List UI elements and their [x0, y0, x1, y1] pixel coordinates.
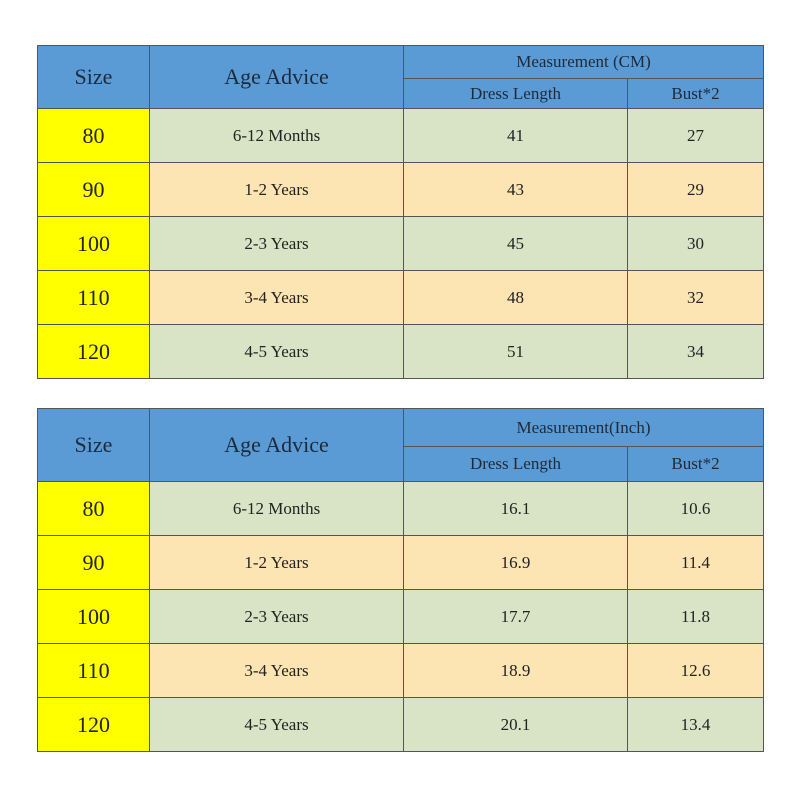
- cell-length: 48: [403, 270, 628, 325]
- cell-age: 1-2 Years: [149, 162, 404, 217]
- cell-size: 90: [37, 535, 150, 590]
- cell-age: 3-4 Years: [149, 643, 404, 698]
- header-bust: Bust*2: [627, 78, 764, 109]
- cell-age: 4-5 Years: [149, 324, 404, 379]
- cell-age: 6-12 Months: [149, 481, 404, 536]
- cell-length: 43: [403, 162, 628, 217]
- cell-bust: 27: [627, 108, 764, 163]
- cell-size: 90: [37, 162, 150, 217]
- header-size: Size: [37, 408, 150, 482]
- cell-bust: 11.8: [627, 589, 764, 644]
- cell-length: 41: [403, 108, 628, 163]
- cell-size: 80: [37, 481, 150, 536]
- cell-size: 100: [37, 216, 150, 271]
- cell-bust: 34: [627, 324, 764, 379]
- header-length: Dress Length: [403, 446, 628, 482]
- cell-age: 3-4 Years: [149, 270, 404, 325]
- cell-size: 80: [37, 108, 150, 163]
- cell-bust: 30: [627, 216, 764, 271]
- header-size: Size: [37, 45, 150, 109]
- cell-age: 2-3 Years: [149, 216, 404, 271]
- cell-length: 51: [403, 324, 628, 379]
- header-length: Dress Length: [403, 78, 628, 109]
- cell-age: 2-3 Years: [149, 589, 404, 644]
- cell-length: 45: [403, 216, 628, 271]
- cell-length: 16.1: [403, 481, 628, 536]
- header-age: Age Advice: [149, 45, 404, 109]
- cell-bust: 10.6: [627, 481, 764, 536]
- cell-bust: 32: [627, 270, 764, 325]
- header-bust: Bust*2: [627, 446, 764, 482]
- header-age: Age Advice: [149, 408, 404, 482]
- cell-length: 18.9: [403, 643, 628, 698]
- cell-size: 110: [37, 643, 150, 698]
- cell-length: 20.1: [403, 697, 628, 752]
- cell-size: 100: [37, 589, 150, 644]
- cell-bust: 11.4: [627, 535, 764, 590]
- cell-bust: 29: [627, 162, 764, 217]
- cell-size: 120: [37, 324, 150, 379]
- cell-age: 6-12 Months: [149, 108, 404, 163]
- cell-length: 16.9: [403, 535, 628, 590]
- cell-size: 110: [37, 270, 150, 325]
- cell-size: 120: [37, 697, 150, 752]
- cell-bust: 12.6: [627, 643, 764, 698]
- header-measurement: Measurement (CM): [403, 45, 764, 79]
- cell-bust: 13.4: [627, 697, 764, 752]
- cell-age: 1-2 Years: [149, 535, 404, 590]
- cell-age: 4-5 Years: [149, 697, 404, 752]
- header-measurement: Measurement(Inch): [403, 408, 764, 447]
- cell-length: 17.7: [403, 589, 628, 644]
